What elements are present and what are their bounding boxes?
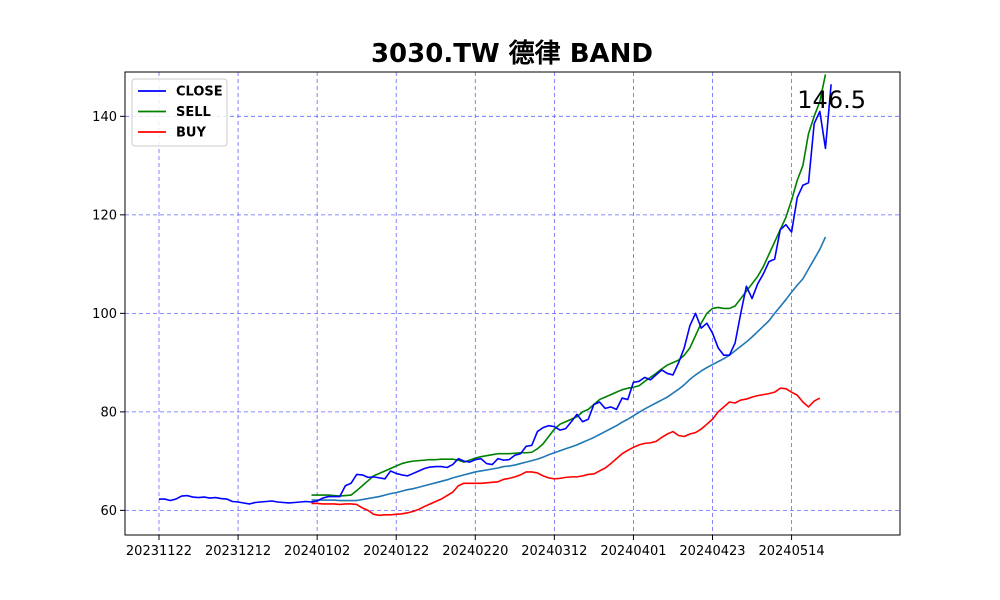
y-tick-label: 140 (92, 110, 117, 125)
y-tick-label: 80 (100, 405, 117, 420)
series-line-sell (311, 74, 827, 497)
series-line-close (159, 84, 832, 505)
x-tick-label: 20240122 (363, 544, 429, 559)
x-tick-label: 20240102 (284, 544, 350, 559)
x-tick-label: 20240423 (679, 544, 745, 559)
x-tick-label: 20231212 (205, 544, 271, 559)
x-tick-label: 20240312 (521, 544, 587, 559)
plot-frame (124, 71, 901, 536)
y-tick-label: 60 (100, 504, 117, 519)
series-lines (159, 74, 832, 517)
legend-label: BUY (176, 126, 206, 141)
y-tick-label: 100 (92, 307, 117, 322)
grid (125, 72, 900, 535)
series-line-buy (311, 387, 821, 517)
x-tick-label: 20231122 (126, 544, 192, 559)
legend-label: CLOSE (176, 85, 223, 100)
x-axis: 20231122 20231212 20240102 20240122 20240220… (126, 535, 825, 559)
series-line-moving-average (311, 236, 827, 502)
x-tick-label: 20240220 (442, 544, 508, 559)
legend: CLOSE SELL BUY (131, 78, 228, 147)
y-tick-label: 120 (92, 208, 117, 223)
chart-title: 3030.TW 德律 BAND (371, 39, 653, 69)
x-tick-label: 20240514 (758, 544, 824, 559)
legend-label: SELL (176, 105, 211, 120)
x-tick-label: 20240401 (600, 544, 666, 559)
y-axis: 60 80 100 120 140 (92, 110, 125, 519)
legend-box (131, 78, 228, 147)
last-close-annotation: 146.5 (797, 86, 866, 114)
